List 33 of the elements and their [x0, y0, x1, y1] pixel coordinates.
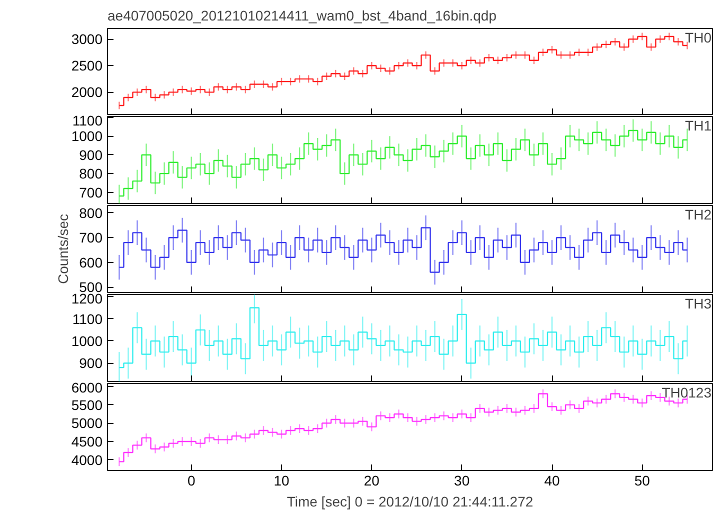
- y-tick-label: 800: [79, 204, 103, 221]
- y-tick-label: 5000: [71, 415, 103, 432]
- x-tick-label: 0: [187, 472, 196, 488]
- y-tick-label: 2500: [71, 58, 103, 74]
- y-tick-label: 1100: [72, 310, 103, 327]
- y-tick-label: 900: [79, 355, 103, 372]
- y-tick-label: 3000: [71, 31, 103, 48]
- y-tick-label: 4500: [71, 434, 103, 450]
- y-tick-label: 6000: [71, 380, 103, 396]
- y-tick-label: 1000: [71, 128, 103, 144]
- x-tick-label: 50: [634, 472, 650, 488]
- series-label: TH2: [685, 206, 712, 222]
- chart-title: ae407005020_20121010214411_wam0_bst_4band_16bin.qdp: [108, 8, 497, 24]
- series-label: TH0: [685, 30, 712, 46]
- series-label: TH3: [685, 296, 712, 312]
- y-tick-label: 5500: [71, 396, 103, 413]
- x-tick-label: 30: [454, 472, 470, 488]
- x-tick-label: 10: [274, 472, 290, 488]
- y-tick-label: 1000: [71, 332, 103, 349]
- y-tick-label: 800: [79, 166, 103, 182]
- y-axis-title: Counts/sec: [55, 214, 72, 284]
- y-tick-label: 700: [79, 230, 103, 246]
- y-tick-label: 1100: [72, 112, 103, 128]
- x-tick-label: 20: [364, 472, 380, 488]
- y-tick-label: 4000: [71, 452, 103, 468]
- x-axis-title: Time [sec] 0 = 2012/10/10 21:44:11.272: [286, 494, 534, 510]
- y-tick-label: 600: [79, 254, 103, 270]
- y-tick-label: 2000: [71, 84, 103, 100]
- y-tick-label: 700: [79, 184, 103, 200]
- series-label: TH1: [685, 118, 712, 134]
- series-label: TH0123: [662, 384, 712, 400]
- y-tick-label: 900: [79, 146, 103, 163]
- x-tick-label: 40: [544, 472, 560, 488]
